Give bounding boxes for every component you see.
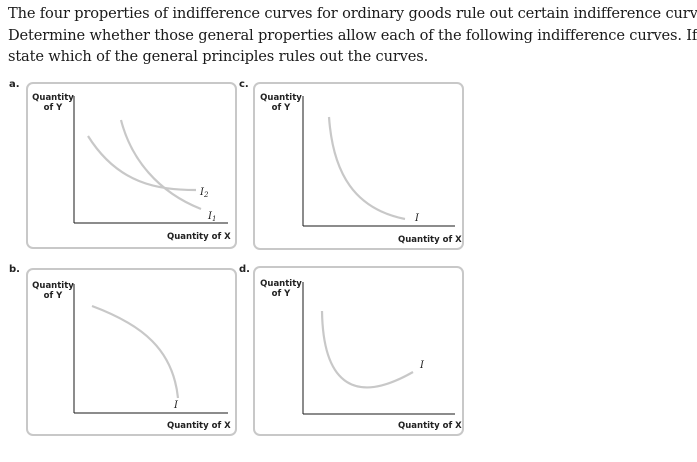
panel-b-ylabel: Quantity of Y <box>28 281 78 301</box>
question-line-2: Determine whether those general properti… <box>8 26 697 44</box>
panel-d-xlabel: Quantity of X <box>398 421 462 431</box>
panel-d-ylabel: Quantity of Y <box>256 279 306 299</box>
panel-c-curve-i <box>327 116 406 221</box>
panel-a-ylabel-line1: Quantity <box>32 93 74 103</box>
panel-a-curve-i1 <box>119 119 202 211</box>
panel-d-graph <box>302 282 455 415</box>
panel-b-ylabel-line1: Quantity <box>32 281 74 291</box>
panel-c-ylabel-line2: of Y <box>271 103 291 113</box>
panel-d-curve-i <box>320 310 414 389</box>
panel-d-ylabel-line2: of Y <box>271 289 291 299</box>
panel-a-xlabel: Quantity of X <box>167 232 231 242</box>
panel-d-letter: d. <box>239 264 250 275</box>
panel-a: Quantity of Y I2 I1 Quantity of X <box>26 82 237 249</box>
panel-a-ylabel-line2: of Y <box>43 103 63 113</box>
panel-c-label-i: I <box>415 213 419 224</box>
panel-b-xlabel: Quantity of X <box>167 421 231 431</box>
panel-c-ylabel-line1: Quantity <box>260 93 302 103</box>
panel-a-letter: a. <box>9 79 20 90</box>
question-text: The four properties of indifference curv… <box>8 3 697 68</box>
panel-d-label-i: I <box>420 360 424 371</box>
panel-b-graph <box>73 284 228 414</box>
panel-c-xlabel: Quantity of X <box>398 235 462 245</box>
question-line-3: state which of the general principles ru… <box>8 48 429 65</box>
panel-b-letter: b. <box>9 264 20 275</box>
panel-c-letter: c. <box>239 79 249 90</box>
panel-b-label-i: I <box>174 400 178 411</box>
panel-d-ylabel-line1: Quantity <box>260 279 302 289</box>
panel-a-label-i1: I1 <box>208 211 217 223</box>
panel-d: Quantity of Y I Quantity of X <box>253 266 464 436</box>
panel-c: Quantity of Y I Quantity of X <box>253 82 464 250</box>
panel-b: Quantity of Y I Quantity of X <box>26 268 237 436</box>
panel-c-ylabel: Quantity of Y <box>256 93 306 113</box>
question-line-1: The four properties of indifference curv… <box>8 5 697 22</box>
panel-b-ylabel-line2: of Y <box>43 291 63 301</box>
panel-a-label-i2: I2 <box>200 187 209 199</box>
panel-c-graph <box>302 96 455 227</box>
panel-a-curve-i2 <box>87 135 197 192</box>
panel-b-curve-i <box>91 304 180 399</box>
panel-a-ylabel: Quantity of Y <box>28 93 78 113</box>
panel-a-graph <box>73 96 228 224</box>
